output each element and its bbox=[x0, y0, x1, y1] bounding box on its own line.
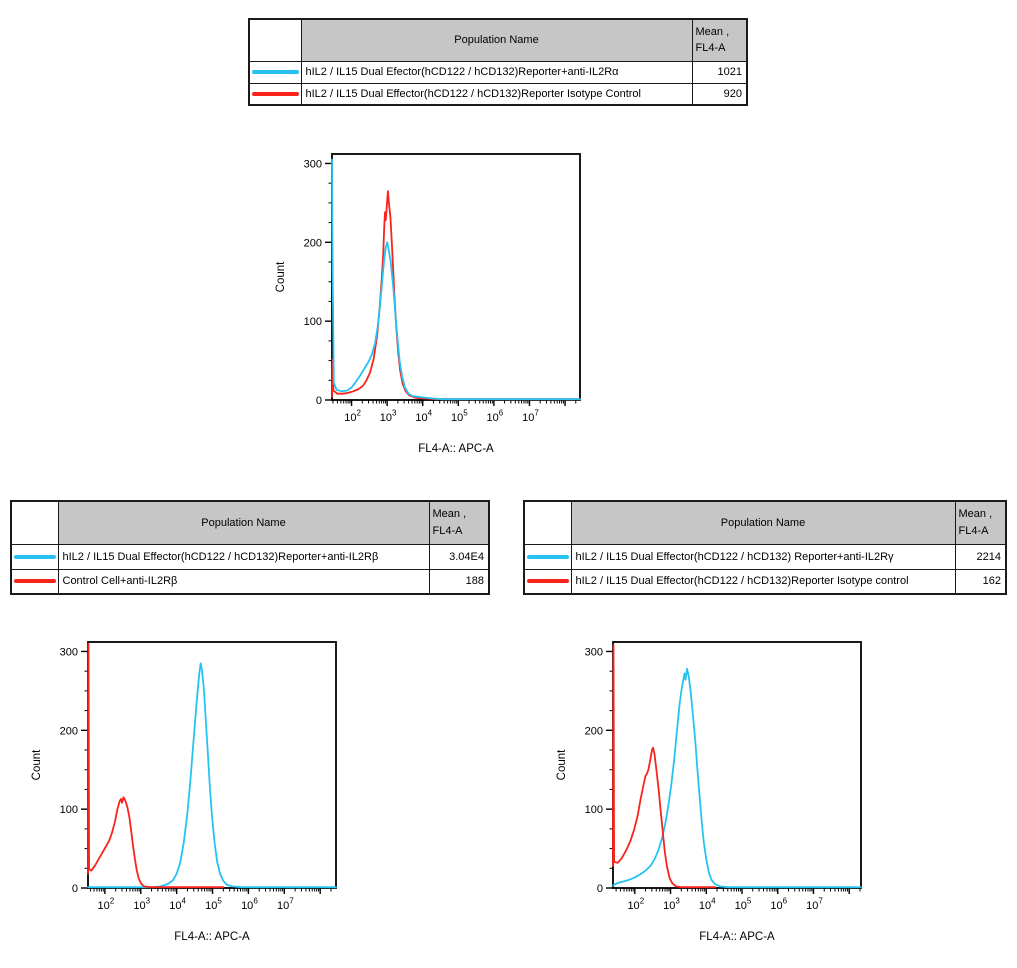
x-tick-label: 102 bbox=[627, 897, 644, 913]
mean-header-line2: FL4-A bbox=[958, 524, 989, 537]
x-tick-label: 103 bbox=[380, 409, 397, 425]
column-header-population-name: Population Name bbox=[300, 18, 693, 62]
legend-table-beta: Population Name Mean , FL4-A hIL2 / IL15… bbox=[10, 500, 490, 595]
x-tick-label: 107 bbox=[277, 897, 294, 913]
mean-value: 1021 bbox=[691, 60, 748, 84]
x-tick-label: 104 bbox=[169, 897, 186, 913]
mean-header-line1: Mean , bbox=[958, 508, 993, 521]
mean-header-line2: FL4-A bbox=[695, 42, 726, 55]
x-tick-label: 104 bbox=[699, 897, 716, 913]
y-tick-label: 200 bbox=[304, 237, 322, 249]
plot-box bbox=[87, 641, 337, 889]
mean-value: 188 bbox=[428, 568, 490, 595]
series-swatch-red bbox=[527, 579, 569, 584]
x-tick-label: 106 bbox=[770, 897, 787, 913]
y-tick-label: 100 bbox=[585, 804, 603, 816]
mean-header-line1: Mean , bbox=[695, 25, 730, 38]
x-tick-label: 104 bbox=[415, 409, 432, 425]
population-name: hIL2 / IL15 Dual Effector(hCD122 / hCD13… bbox=[570, 543, 956, 570]
x-tick-label: 105 bbox=[451, 409, 468, 425]
population-name: hIL2 / IL15 Dual Effector(hCD122 / hCD13… bbox=[570, 568, 956, 595]
series-swatch-red bbox=[252, 91, 299, 96]
x-tick-label: 107 bbox=[806, 897, 823, 913]
series-swatch-red bbox=[14, 579, 56, 584]
column-header-mean: Mean , FL4-A bbox=[428, 500, 490, 545]
x-tick-label: 105 bbox=[205, 897, 222, 913]
mean-header-line1: Mean , bbox=[432, 508, 467, 521]
table-row: hIL2 / IL15 Dual Efector(hCD122 / hCD132… bbox=[248, 60, 748, 84]
population-name: hIL2 / IL15 Dual Effector(hCD122 / hCD13… bbox=[57, 543, 430, 570]
legend-table-gamma: Population Name Mean , FL4-A hIL2 / IL15… bbox=[523, 500, 1007, 595]
table-row: Control Cell+anti-IL2Rβ 188 bbox=[10, 568, 490, 595]
y-axis-title: Count bbox=[275, 261, 287, 292]
legend-table-alpha: Population Name Mean , FL4-A hIL2 / IL15… bbox=[248, 18, 748, 106]
x-tick-label: 103 bbox=[133, 897, 150, 913]
y-tick-label: 0 bbox=[597, 883, 603, 895]
column-header-population-name: Population Name bbox=[57, 500, 430, 545]
x-tick-label: 102 bbox=[98, 897, 115, 913]
x-axis-title: FL4-A:: APC-A bbox=[699, 931, 775, 943]
x-tick-label: 103 bbox=[663, 897, 680, 913]
legend-corner-cell bbox=[248, 18, 302, 62]
legend-corner-cell bbox=[523, 500, 572, 545]
x-tick-label: 106 bbox=[241, 897, 258, 913]
x-tick-label: 102 bbox=[344, 409, 361, 425]
series-curve-cyan bbox=[612, 667, 862, 889]
mean-value: 162 bbox=[954, 568, 1007, 595]
mean-value: 2214 bbox=[954, 543, 1007, 570]
mean-value: 3.04E4 bbox=[428, 543, 490, 570]
y-tick-label: 100 bbox=[304, 316, 322, 328]
mean-value: 920 bbox=[691, 82, 748, 106]
series-curve-red bbox=[331, 190, 581, 401]
series-curve-cyan bbox=[331, 158, 581, 401]
y-tick-label: 300 bbox=[585, 646, 603, 658]
table-row: hIL2 / IL15 Dual Effector(hCD122 / hCD13… bbox=[523, 543, 1007, 570]
y-tick-label: 200 bbox=[585, 725, 603, 737]
y-tick-label: 0 bbox=[72, 883, 78, 895]
y-axis-title: Count bbox=[556, 749, 568, 780]
y-tick-label: 200 bbox=[60, 725, 78, 737]
y-tick-label: 300 bbox=[304, 158, 322, 170]
column-header-mean: Mean , FL4-A bbox=[954, 500, 1007, 545]
table-row: hIL2 / IL15 Dual Effector(hCD122 / hCD13… bbox=[523, 568, 1007, 595]
table-row: hIL2 / IL15 Dual Effector(hCD122 / hCD13… bbox=[248, 82, 748, 106]
population-name: hIL2 / IL15 Dual Effector(hCD122 / hCD13… bbox=[300, 82, 693, 106]
series-curve-red bbox=[87, 642, 225, 889]
y-tick-label: 0 bbox=[316, 395, 322, 407]
x-axis-title: FL4-A:: APC-A bbox=[418, 443, 494, 455]
x-tick-label: 106 bbox=[487, 409, 504, 425]
x-axis-title: FL4-A:: APC-A bbox=[174, 931, 250, 943]
x-tick-label: 107 bbox=[522, 409, 539, 425]
series-swatch-cyan bbox=[527, 554, 569, 559]
y-tick-label: 300 bbox=[60, 646, 78, 658]
plot-box bbox=[331, 153, 581, 401]
series-curve-cyan bbox=[87, 662, 337, 889]
population-name: Control Cell+anti-IL2Rβ bbox=[57, 568, 430, 595]
series-swatch-cyan bbox=[14, 554, 56, 559]
legend-corner-cell bbox=[10, 500, 59, 545]
series-swatch-cyan bbox=[252, 70, 299, 74]
series-curve-red bbox=[612, 644, 717, 889]
table-row: hIL2 / IL15 Dual Effector(hCD122 / hCD13… bbox=[10, 543, 490, 570]
population-name: hIL2 / IL15 Dual Efector(hCD122 / hCD132… bbox=[300, 60, 693, 84]
column-header-mean: Mean , FL4-A bbox=[691, 18, 748, 62]
mean-header-line2: FL4-A bbox=[432, 524, 463, 537]
y-tick-label: 100 bbox=[60, 804, 78, 816]
y-axis-title: Count bbox=[31, 749, 43, 780]
column-header-population-name: Population Name bbox=[570, 500, 956, 545]
x-tick-label: 105 bbox=[735, 897, 752, 913]
